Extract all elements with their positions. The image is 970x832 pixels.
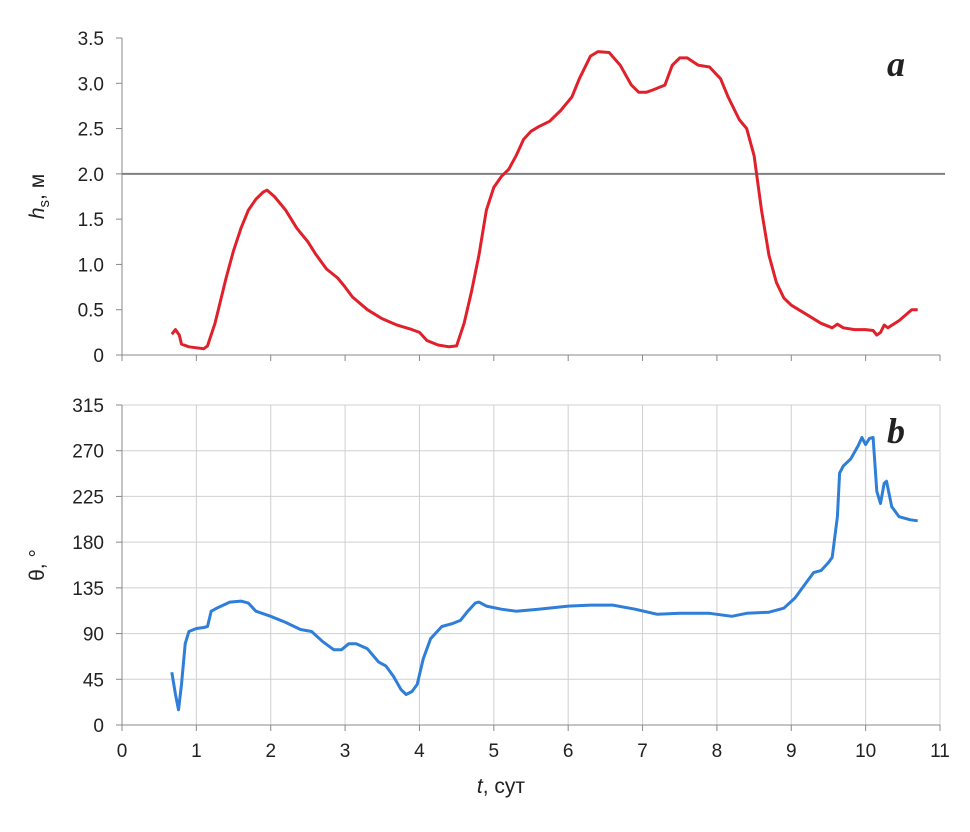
y-tick-label: 0.5 xyxy=(78,301,104,322)
x-tick-label: 5 xyxy=(489,741,500,762)
y-tick-label: 225 xyxy=(72,487,104,508)
y-tick-label: 270 xyxy=(72,442,104,463)
y-tick-label: 135 xyxy=(72,579,104,600)
y-tick-label: 180 xyxy=(72,533,104,554)
y-tick-label: 0 xyxy=(93,346,104,367)
data-line xyxy=(170,50,918,351)
x-tick-label: 11 xyxy=(930,741,950,762)
x-label-unit: , сут xyxy=(483,775,526,798)
x-tick-label: 0 xyxy=(117,741,128,762)
y-label-subscript: s xyxy=(36,200,53,208)
y-label-unit: , м xyxy=(26,174,49,200)
x-tick-label: 2 xyxy=(265,741,276,762)
x-tick-label: 8 xyxy=(712,741,723,762)
x-tick-label: 9 xyxy=(786,741,797,762)
x-tick-label: 10 xyxy=(855,741,876,762)
data-line xyxy=(170,436,918,712)
y-label-symbol: h xyxy=(26,207,49,219)
x-tick-label: 1 xyxy=(191,741,202,762)
y-axis-label: hs, м xyxy=(26,174,53,219)
y-tick-label: 90 xyxy=(83,625,104,646)
y-label-symbol: θ xyxy=(26,569,49,581)
x-tick-label: 6 xyxy=(563,741,574,762)
y-axis-label: θ, ° xyxy=(26,549,49,581)
panel-label: b xyxy=(887,411,905,451)
y-tick-label: 3.0 xyxy=(78,74,104,95)
x-tick-label: 7 xyxy=(637,741,648,762)
x-axis-label: t, сут xyxy=(477,775,526,798)
y-tick-label: 2.5 xyxy=(78,120,104,141)
y-tick-label: 1.0 xyxy=(78,255,104,276)
x-tick-label: 4 xyxy=(414,741,425,762)
y-tick-label: 1.5 xyxy=(78,210,104,231)
x-tick-label: 3 xyxy=(340,741,351,762)
y-tick-label: 2.0 xyxy=(78,165,104,186)
panel-label: a xyxy=(887,44,905,84)
y-tick-label: 315 xyxy=(72,396,104,417)
y-tick-label: 45 xyxy=(83,670,104,691)
y-tick-label: 0 xyxy=(93,716,104,737)
y-tick-label: 3.5 xyxy=(78,29,104,50)
x-label-symbol: t xyxy=(477,775,484,798)
y-label-unit: , ° xyxy=(26,549,49,569)
